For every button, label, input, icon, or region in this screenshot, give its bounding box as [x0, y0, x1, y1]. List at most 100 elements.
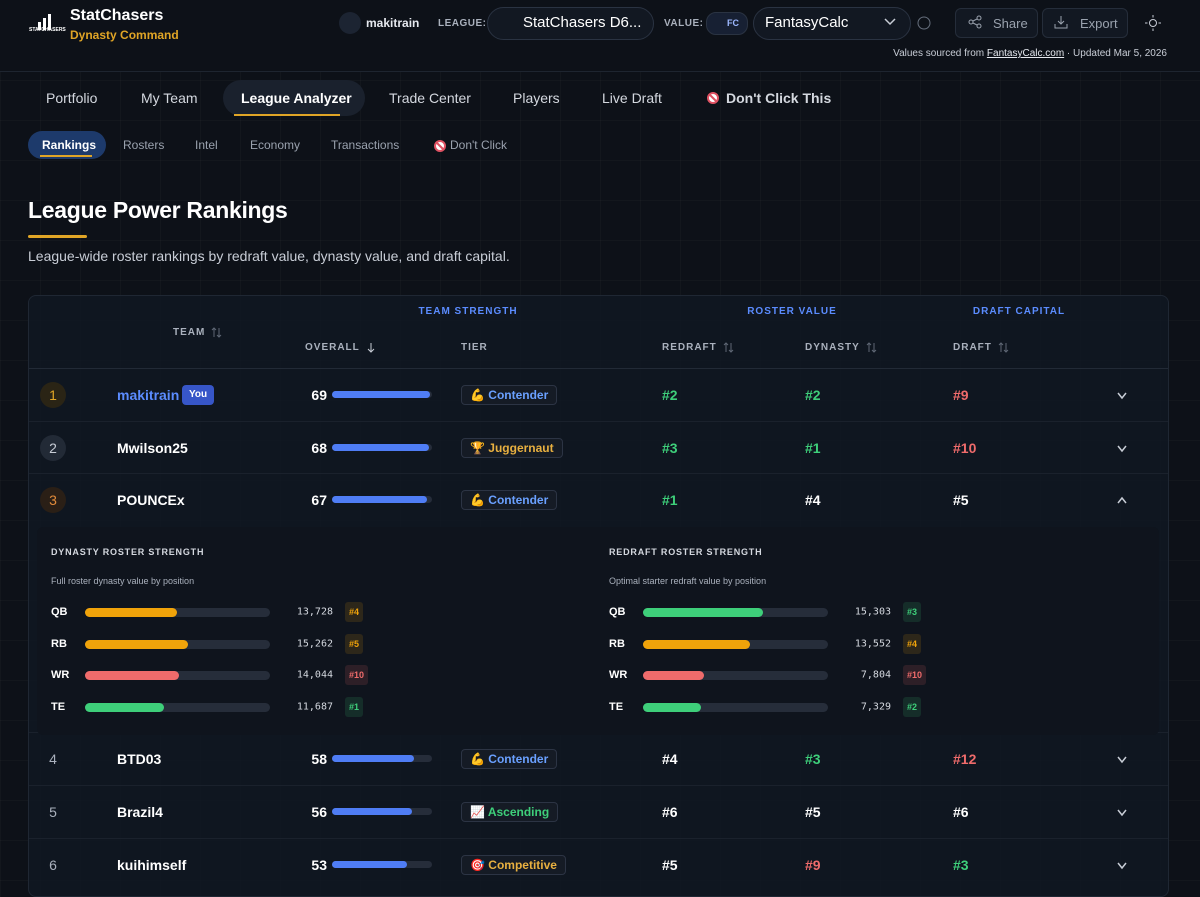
- position-rank: #10: [903, 665, 927, 685]
- expanded-panel: [37, 527, 1159, 735]
- column-header[interactable]: TEAM: [173, 327, 206, 338]
- league-name[interactable]: StatChasers D6...: [523, 14, 642, 31]
- position-value: 13,728: [296, 606, 333, 618]
- team-name[interactable]: BTD03: [117, 751, 162, 767]
- active-subtab-underline: [40, 155, 92, 157]
- nav-tab[interactable]: Portfolio: [46, 90, 98, 106]
- value-source[interactable]: FantasyCalc: [765, 14, 849, 31]
- overall-bar: [332, 808, 412, 815]
- nav-tab[interactable]: Players: [513, 90, 560, 106]
- value-badge-box: [706, 12, 748, 35]
- column-group: DRAFT CAPITAL: [972, 306, 1066, 317]
- position-value: 15,262: [296, 638, 333, 650]
- export-button[interactable]: [1042, 8, 1128, 38]
- help-icon[interactable]: [917, 16, 931, 30]
- tier-badge: 🏆 Juggernaut: [461, 438, 563, 458]
- redraft-rank: #2: [662, 387, 678, 403]
- position-rank: #4: [345, 602, 364, 622]
- league-label: LEAGUE:: [438, 18, 487, 29]
- expand-chevron: [1117, 496, 1127, 504]
- rank: 2: [49, 440, 57, 456]
- nav-tab[interactable]: League Analyzer: [241, 90, 352, 106]
- user-name[interactable]: makitrain: [366, 16, 420, 30]
- you-badge: You: [182, 385, 215, 405]
- rank: 1: [49, 387, 57, 403]
- value-select[interactable]: [753, 7, 911, 40]
- position: QB: [51, 606, 68, 618]
- nav-tab[interactable]: Live Draft: [602, 90, 662, 106]
- export-icon: [1054, 16, 1068, 29]
- header: STATCHASERS StatChasers Dynasty Command …: [0, 0, 1200, 72]
- position-track: [643, 703, 828, 712]
- team-name[interactable]: kuihimself: [117, 857, 187, 873]
- sort-icon: [723, 342, 734, 353]
- position-rank: #2: [903, 697, 922, 717]
- expand-chevron: [1117, 392, 1127, 400]
- column-header: TIER: [461, 342, 488, 353]
- share-icon: [968, 15, 982, 29]
- column-header[interactable]: DYNASTY: [805, 342, 860, 353]
- dynasty-rank: #4: [805, 492, 821, 508]
- expand-chevron: [1117, 756, 1127, 764]
- rank: 5: [49, 804, 57, 820]
- overall-score: 58: [311, 751, 327, 767]
- position-bar: [85, 608, 178, 617]
- sub-tab[interactable]: Don't Click: [450, 138, 507, 152]
- nav-bar: Portfolio My Team League Analyzer Trade Cen…: [0, 72, 1200, 125]
- sort-icon: [211, 327, 222, 338]
- position-value: 13,552: [854, 638, 891, 650]
- nav-tab[interactable]: Don't Click This: [726, 90, 832, 106]
- sub-tab[interactable]: Economy: [250, 138, 301, 152]
- tier-badge: 💪 Contender: [461, 490, 558, 510]
- position: WR: [609, 669, 628, 681]
- source-note: Values sourced from FantasyCalc.com · Up…: [893, 48, 1167, 59]
- sub-tab[interactable]: Rankings: [42, 138, 97, 152]
- brand: StatChasers: [70, 7, 164, 24]
- rank: 4: [49, 751, 57, 767]
- row-divider: [29, 421, 1168, 422]
- position-bar: [643, 640, 750, 649]
- draft-rank: #10: [953, 440, 977, 456]
- team-name[interactable]: Brazil4: [117, 804, 163, 820]
- source-link[interactable]: FantasyCalc.com: [986, 48, 1065, 59]
- position-track: [643, 671, 828, 680]
- position-value: 7,804: [860, 669, 891, 681]
- position: TE: [51, 701, 66, 713]
- sub-tab[interactable]: Intel: [195, 138, 218, 152]
- overall-bar: [332, 861, 408, 868]
- theme-icon[interactable]: [1145, 15, 1161, 31]
- overall-score: 67: [311, 492, 327, 508]
- draft-rank: #9: [953, 387, 969, 403]
- sub-tab[interactable]: Rosters: [123, 138, 165, 152]
- export-label[interactable]: Export: [1080, 16, 1118, 31]
- sub-tab[interactable]: Transactions: [331, 138, 400, 152]
- position-bar: [85, 703, 164, 712]
- team-name[interactable]: makitrain: [117, 387, 180, 403]
- position: TE: [609, 701, 624, 713]
- tab-icon: [707, 92, 719, 104]
- chevron: [884, 18, 896, 26]
- nav-tab[interactable]: My Team: [141, 90, 198, 106]
- position-bar: [643, 703, 701, 712]
- sub-nav: Rankings Rosters Intel Economy Transactions D…: [0, 125, 1200, 165]
- dynasty-rank: #5: [805, 804, 821, 820]
- position: RB: [51, 638, 67, 650]
- dynasty-rank: #2: [805, 387, 821, 403]
- redraft-rank: #1: [662, 492, 678, 508]
- panel-title: DYNASTY ROSTER STRENGTH: [51, 547, 205, 557]
- position-bar: [643, 671, 705, 680]
- column-header[interactable]: DRAFT: [953, 342, 992, 353]
- user-avatar[interactable]: [339, 12, 361, 34]
- column-header[interactable]: REDRAFT: [662, 342, 717, 353]
- tab-icon: [434, 140, 446, 152]
- tier-badge: 💪 Contender: [461, 749, 558, 769]
- header-divider: [29, 368, 1168, 369]
- position-value: 15,303: [854, 606, 891, 618]
- column-header[interactable]: OVERALL: [305, 342, 360, 353]
- dynasty-rank: #1: [805, 440, 821, 456]
- team-name[interactable]: POUNCEx: [117, 492, 185, 508]
- league-select[interactable]: [487, 7, 654, 40]
- nav-tab[interactable]: Trade Center: [389, 90, 471, 106]
- share-label[interactable]: Share: [993, 16, 1028, 31]
- team-name[interactable]: Mwilson25: [117, 440, 188, 456]
